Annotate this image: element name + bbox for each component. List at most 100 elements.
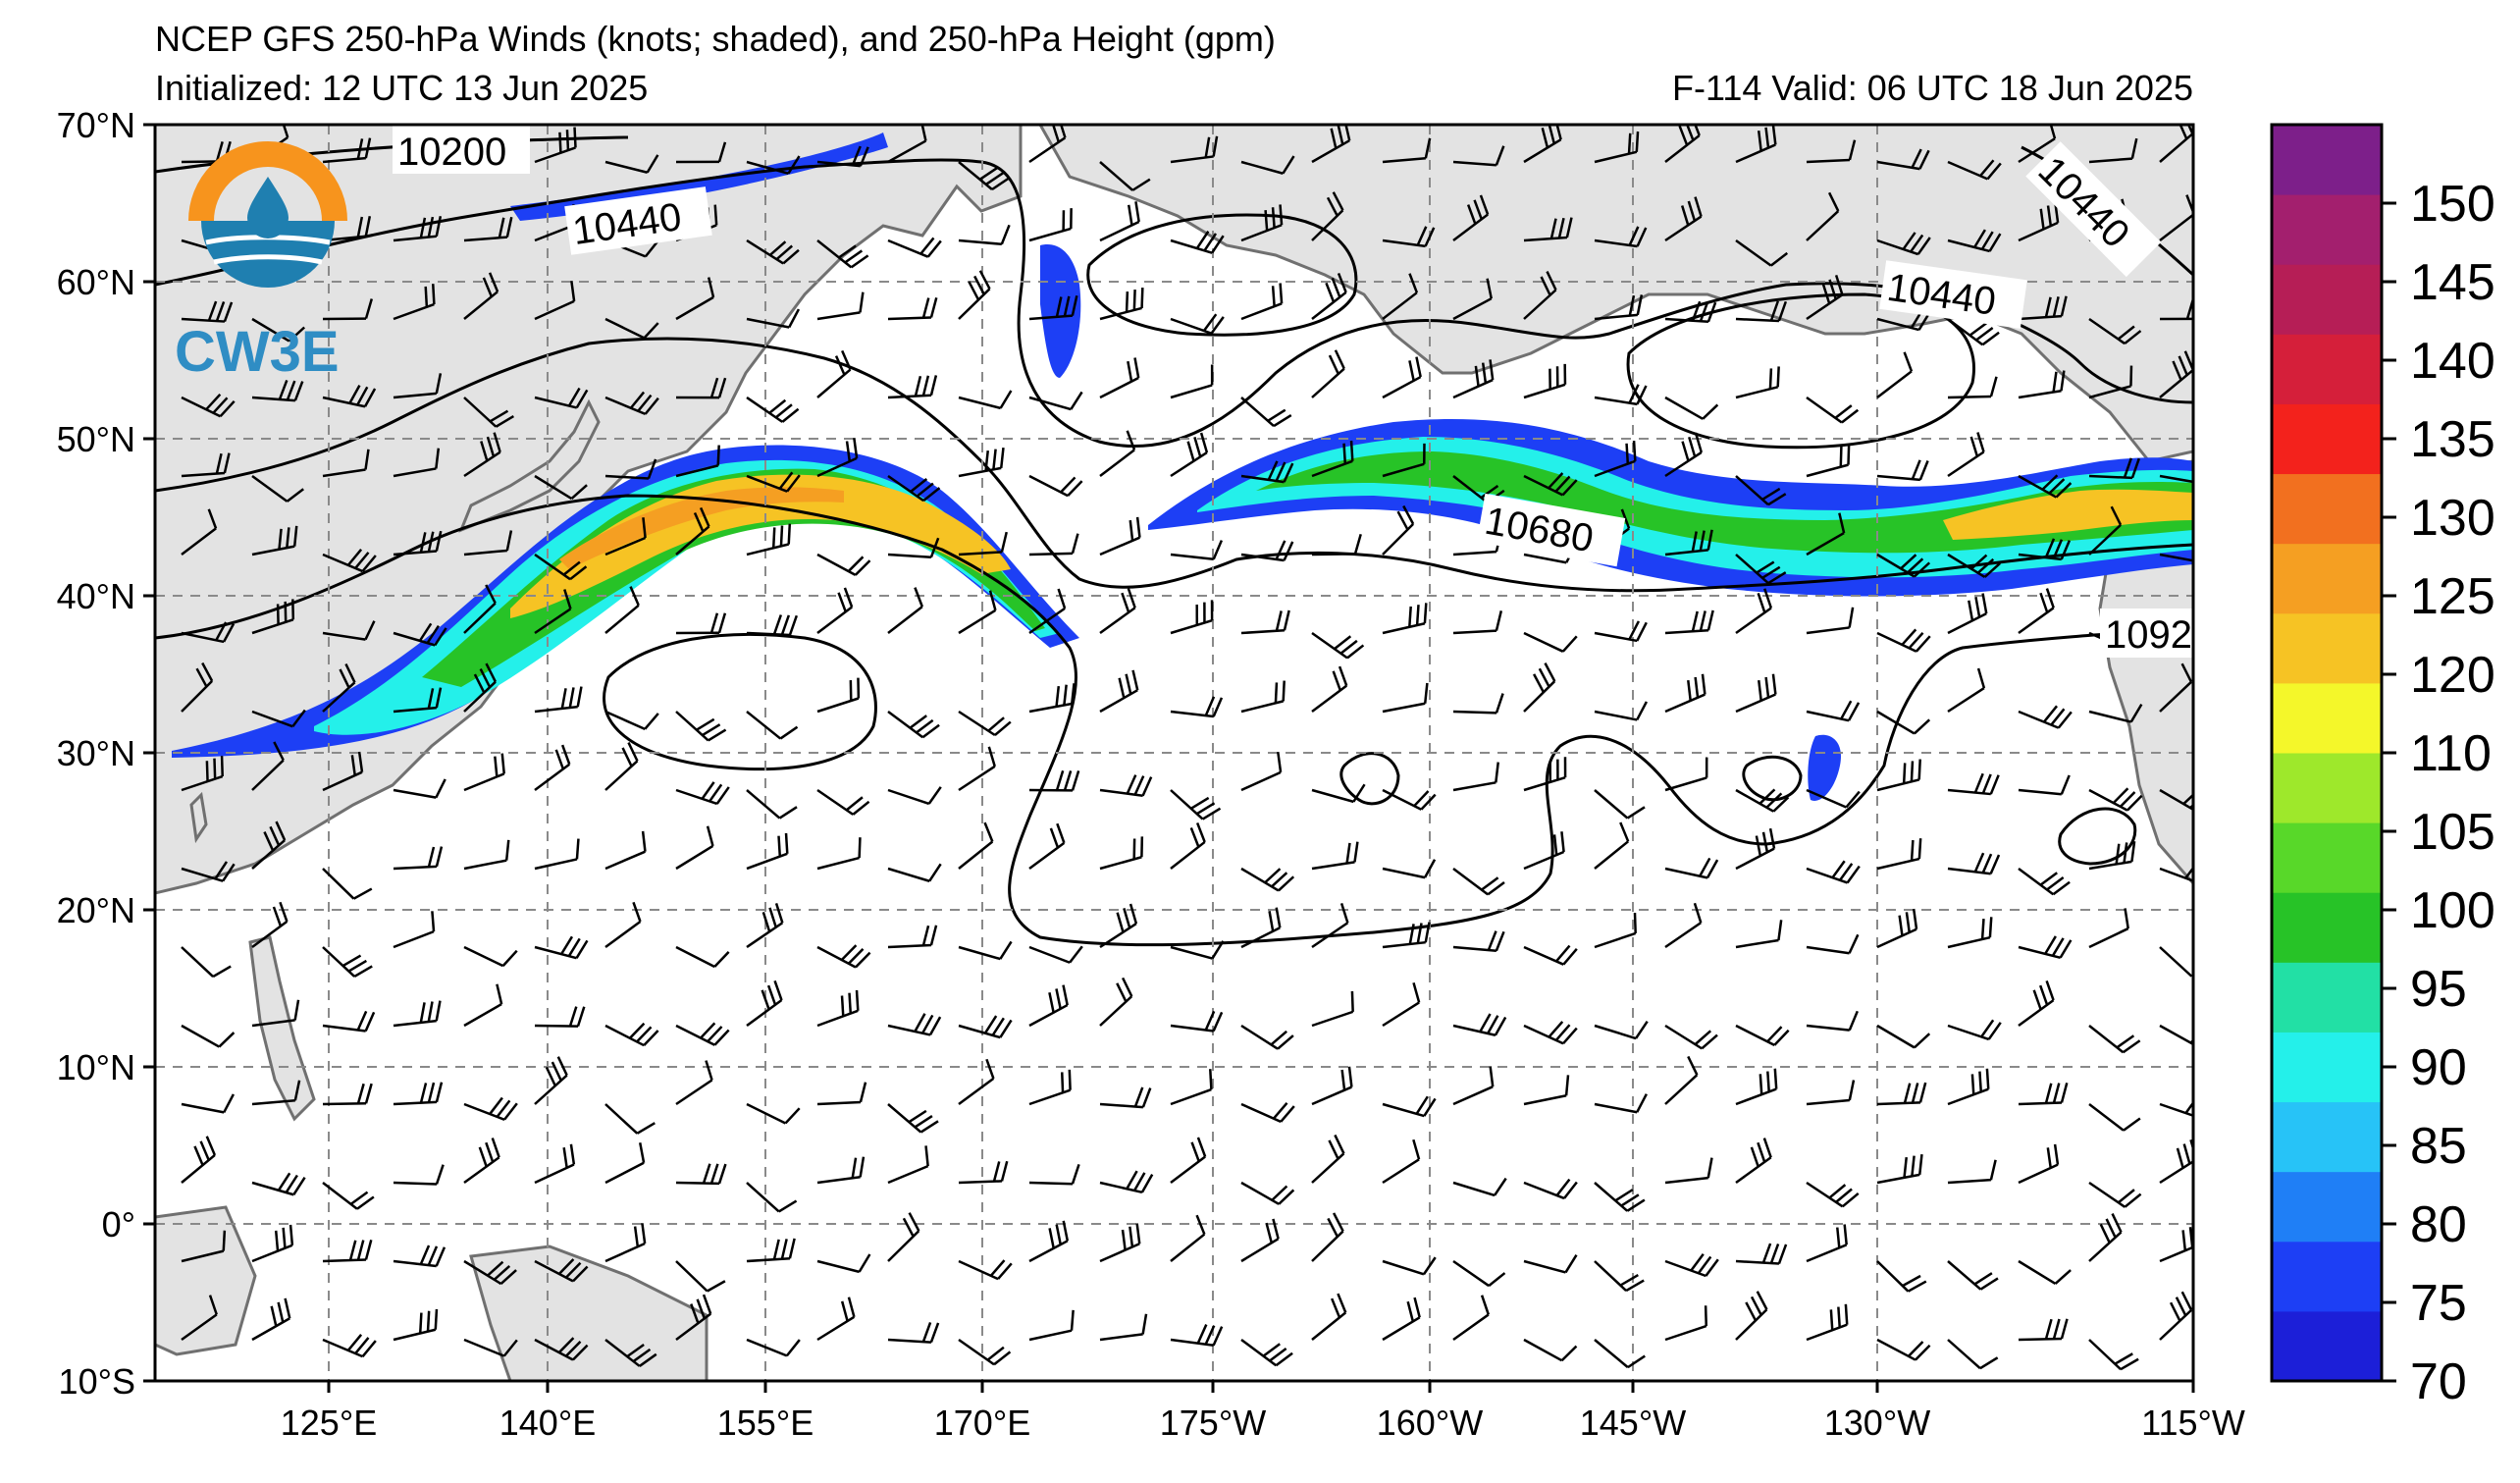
wind-barb <box>1311 272 1347 320</box>
wind-barb <box>887 587 924 634</box>
wind-barb <box>251 709 306 728</box>
wind-barb <box>1240 907 1282 949</box>
wind-barb <box>393 216 443 242</box>
wind-barb <box>887 925 938 949</box>
wind-barb <box>887 863 942 882</box>
wind-barb <box>604 586 640 634</box>
wind-barb <box>2159 125 2193 163</box>
wind-barb <box>393 778 446 799</box>
wind-barb <box>1735 554 1787 585</box>
wind-barb <box>181 1136 217 1184</box>
wind-barb <box>463 983 503 1028</box>
wind-barb <box>1382 859 1437 879</box>
colorbar-ticks <box>2382 201 2396 1383</box>
wind-barb <box>2018 867 2071 896</box>
wind-barb <box>746 1338 801 1357</box>
wind-barb <box>2018 370 2066 399</box>
wind-barb <box>1240 460 1294 484</box>
wind-barb <box>1664 300 1717 324</box>
wind-barb <box>322 1239 373 1263</box>
wind-barb <box>1028 533 1079 556</box>
wind-barb <box>1240 751 1283 792</box>
wind-barb <box>1170 696 1224 718</box>
valid-time: F-114 Valid: 06 UTC 18 Jun 2025 <box>1672 68 2193 108</box>
wind-barb <box>393 373 443 399</box>
wind-barb <box>1099 669 1139 714</box>
wind-barb <box>1452 693 1504 715</box>
wind-barb <box>1452 1177 1507 1197</box>
wind-barb <box>1099 161 1151 191</box>
wind-barb <box>1806 788 1861 809</box>
wind-barb <box>1664 196 1703 242</box>
jet-hawaii-blob <box>1808 734 1841 801</box>
wind-barb <box>322 1182 375 1210</box>
wind-barb <box>1452 762 1499 792</box>
wind-barb <box>1876 908 1918 949</box>
wind-barb <box>1664 902 1703 949</box>
wind-barb <box>675 945 730 969</box>
wind-barb <box>1735 366 1780 399</box>
colorbar-label: 145 <box>2410 254 2495 311</box>
colorbar-label: 150 <box>2410 176 2495 233</box>
wind-barb <box>958 224 1011 246</box>
wind-barb <box>1099 1223 1141 1263</box>
jet-asia-90 <box>314 459 1060 735</box>
colorbar-swatch <box>2272 1032 2382 1103</box>
logo-text: CW3E <box>175 320 340 384</box>
wind-barb <box>1735 1024 1790 1046</box>
wind-barb <box>1311 125 1351 164</box>
wind-barb <box>1028 822 1066 871</box>
wind-barb <box>1099 287 1144 321</box>
wind-barb <box>251 474 304 503</box>
wind-barb <box>463 530 513 556</box>
wind-barb <box>322 548 377 573</box>
wind-barb <box>1382 981 1421 1028</box>
wind-barb <box>887 786 942 806</box>
init-time: Initialized: 12 UTC 13 Jun 2025 <box>155 68 649 108</box>
wind-barb <box>1311 1066 1353 1106</box>
wind-barb <box>393 1245 446 1268</box>
wind-barb <box>1876 628 1931 653</box>
wind-barb <box>1311 902 1349 949</box>
lat-label: 40°N <box>57 576 135 616</box>
wind-barb <box>746 523 792 556</box>
wind-barb <box>1947 317 2000 346</box>
wind-barb <box>251 599 295 635</box>
wind-barb <box>463 272 499 320</box>
wind-barb <box>393 1164 445 1186</box>
wind-barb <box>958 1259 1013 1281</box>
wind-barb <box>1099 836 1144 871</box>
wind-barb <box>1240 680 1286 714</box>
wind-barb <box>746 832 789 871</box>
wind-barb <box>1523 217 1573 242</box>
wind-barb <box>746 1102 801 1125</box>
wind-barb <box>1594 1260 1645 1293</box>
wind-barb <box>463 1338 518 1357</box>
colorbar-swatch <box>2272 822 2382 893</box>
wind-barb <box>322 946 373 979</box>
wind-barb <box>393 1000 442 1028</box>
wind-barb <box>675 1022 730 1046</box>
wind-barb <box>2159 1139 2193 1185</box>
wind-barb <box>887 237 942 258</box>
wind-barb <box>1028 984 1069 1028</box>
wind-barb <box>463 945 518 968</box>
wind-barb <box>393 622 447 647</box>
wind-barb <box>463 662 498 713</box>
wind-barb <box>251 380 304 402</box>
wind-barb <box>1170 540 1224 561</box>
wind-barb <box>816 291 865 321</box>
wind-barb <box>604 830 647 871</box>
wind-barb <box>1735 1068 1778 1106</box>
lat-label: 10°S <box>59 1361 135 1402</box>
wind-barb <box>1170 789 1222 821</box>
wind-barb <box>1170 1010 1224 1033</box>
wind-barb <box>1947 667 1986 714</box>
wind-barb <box>1806 1010 1859 1032</box>
wind-barb <box>1664 757 1708 792</box>
lon-label: 175°W <box>1160 1403 1266 1443</box>
wind-barb <box>1240 1218 1280 1263</box>
wind-barb <box>1876 1082 1927 1106</box>
wind-barb <box>251 1298 291 1342</box>
wind-barb <box>816 1297 856 1342</box>
